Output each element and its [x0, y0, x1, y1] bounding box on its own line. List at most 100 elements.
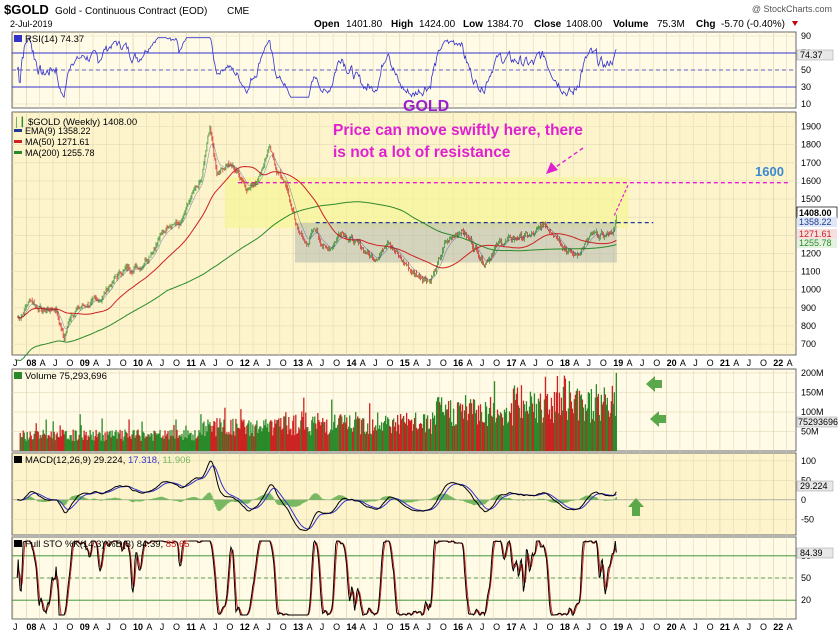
x-tick-label: A [520, 358, 526, 368]
macd-histogram-bar [365, 499, 367, 503]
volume-bar [343, 422, 345, 451]
macd-histogram-bar [451, 497, 454, 500]
macd-histogram-bar [549, 499, 552, 502]
macd-histogram-bar [359, 499, 361, 501]
macd-histogram-bar [73, 495, 75, 500]
volume-bar [120, 438, 122, 451]
macd-histogram-bar [275, 499, 277, 503]
volume-bar [502, 425, 505, 451]
volume-bar [401, 419, 403, 451]
macd-histogram-bar [86, 498, 88, 500]
volume-bar [572, 413, 575, 451]
volume-bar [421, 428, 424, 451]
macd-histogram-bar [157, 497, 159, 500]
volume-bar [45, 419, 47, 451]
volume-bar [174, 438, 176, 451]
macd-histogram-bar [447, 495, 450, 500]
x-tick-label: 18 [560, 358, 570, 368]
macd-histogram-bar [64, 499, 66, 505]
x-tick-label: A [146, 358, 152, 368]
volume-bar [399, 433, 401, 451]
x-tick-label: J [426, 358, 431, 368]
macd-histogram-bar [465, 499, 468, 503]
watermark: @ StockCharts.com [752, 4, 832, 14]
volume-bar [30, 435, 32, 451]
macd-histogram-bar [172, 499, 174, 501]
macd-histogram-bar [38, 499, 40, 502]
volume-bar [221, 431, 223, 451]
macd-histogram-bar [277, 499, 279, 505]
volume-bar [374, 427, 376, 451]
volume-bar [100, 440, 102, 451]
volume-bar [341, 416, 343, 451]
macd-histogram-bar [608, 499, 610, 501]
volume-bar [132, 430, 134, 451]
volume-bar [252, 424, 254, 451]
macd-histogram-bar [322, 498, 324, 500]
macd-histogram-bar [198, 498, 200, 500]
volume-bar [222, 427, 224, 451]
volume-bar [205, 425, 207, 451]
volume-bar [610, 401, 612, 451]
macd-histogram-bar [278, 499, 280, 506]
volume-bar [334, 414, 336, 451]
macd-arrow-up-icon [628, 498, 644, 516]
x-tick-label: J [320, 622, 325, 632]
x-tick-label: 22 [773, 622, 783, 632]
macd-histogram-bar [313, 493, 315, 500]
macd-histogram-bar [207, 493, 209, 500]
stochastic-axis-value: 84.39 [796, 547, 834, 559]
volume-bar [608, 416, 610, 451]
macd-histogram-bar [542, 498, 545, 500]
volume-bar [331, 399, 333, 451]
volume-bar [79, 414, 81, 451]
macd-histogram-bar [553, 499, 556, 503]
x-tick-label: A [520, 622, 526, 632]
macd-histogram-bar [228, 499, 230, 503]
macd-histogram-bar [186, 498, 188, 500]
volume-bar [108, 431, 110, 451]
volume-bar [209, 422, 211, 451]
volume-bar [213, 420, 215, 451]
volume-bar [240, 409, 242, 451]
macd-histogram-bar [276, 499, 278, 504]
dropdown-arrow-icon[interactable] [792, 21, 798, 26]
macd-histogram-bar [331, 498, 333, 500]
volume-bar [249, 435, 251, 451]
volume-bar [29, 431, 31, 451]
ma200-line [16, 201, 617, 362]
volume-bar [369, 403, 371, 451]
macd-histogram-bar [108, 498, 110, 500]
volume-bar [28, 437, 30, 451]
volume-bar [225, 433, 227, 451]
macd-histogram-bar [140, 499, 142, 502]
volume-bar [478, 420, 481, 451]
macd-histogram-bar [212, 498, 214, 500]
x-tick-label: J [480, 622, 485, 632]
macd-histogram-bar [486, 499, 489, 502]
volume-bar [119, 429, 121, 451]
volume-bar [99, 432, 101, 451]
volume-bar [406, 425, 409, 451]
macd-histogram-bar [263, 494, 265, 500]
volume-bar [204, 436, 206, 451]
volume-bar [527, 413, 530, 451]
macd-histogram-bar [594, 497, 597, 500]
volume-bar [283, 416, 285, 451]
x-tick-label: O [173, 622, 180, 632]
x-tick-label: 08 [26, 622, 36, 632]
macd-histogram-bar [255, 498, 257, 500]
macd-histogram-bar [417, 499, 420, 501]
sto-legend-k: Full STO %K(14,3) %D(3) 84.39, [25, 539, 163, 550]
volume-bar [22, 430, 24, 451]
volume-bar [226, 432, 228, 451]
ma200-legend: MA(200) 1255.78 [25, 148, 95, 158]
volume-bar [274, 419, 276, 451]
macd-histogram-bar [71, 496, 73, 500]
annotation-arrowhead [546, 162, 558, 174]
volume-bar [156, 434, 158, 451]
volume-bar [208, 424, 210, 451]
volume-bar [324, 421, 326, 451]
macd-histogram-bar [433, 496, 436, 500]
macd-histogram-bar [165, 498, 167, 500]
